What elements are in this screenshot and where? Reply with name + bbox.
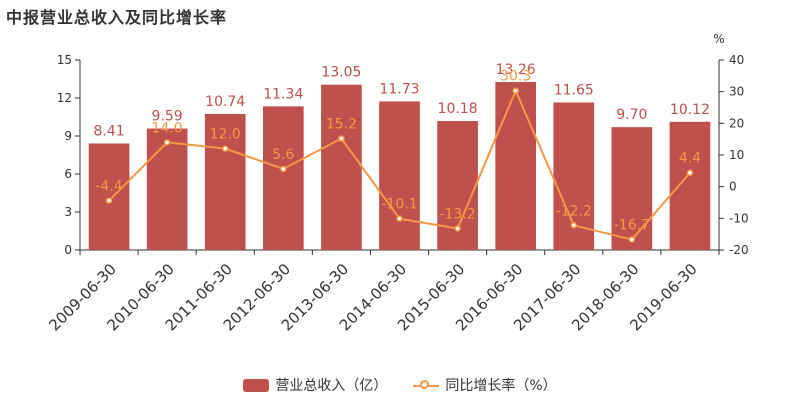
y-left-tick-label: 9 [64,129,72,143]
legend-bar-swatch [243,378,270,392]
bar-value-label: 9.70 [616,107,647,123]
y-right-unit: % [713,32,724,46]
legend: 营业总收入（亿） 同比增长率（%） [0,374,800,396]
bar-value-label: 10.12 [670,102,710,118]
bar [262,106,304,250]
growth-value-label: 15.2 [326,117,357,133]
growth-value-label: 4.4 [679,151,701,167]
y-right-tick-label: 10 [729,148,744,162]
bar [611,127,653,250]
y-left-tick-label: 12 [57,91,72,105]
growth-value-label: -12.2 [556,203,592,219]
bar [204,113,246,251]
growth-point [570,222,578,229]
growth-value-label: -10.1 [381,197,417,213]
chart-title: 中报营业总收入及同比增长率 [6,8,228,27]
y-left-tick-label: 15 [57,53,72,67]
y-left-tick-label: 6 [64,167,72,181]
y-right-tick-label: 30 [729,85,744,99]
y-left-tick-label: 0 [64,243,72,257]
growth-value-label: 5.6 [272,147,294,163]
bar [495,82,537,250]
growth-point [221,145,229,152]
growth-point [396,215,403,222]
bar-value-label: 10.18 [438,101,478,117]
bar-value-label: 10.74 [205,94,245,110]
legend-line-label: 同比增长率（%） [445,378,557,394]
growth-value-label: -16.7 [614,218,650,234]
y-right-tick-label: -20 [729,243,749,257]
growth-point [105,197,113,204]
bar-value-label: 11.34 [263,86,303,102]
growth-point [628,236,636,243]
growth-value-label: -13.2 [439,206,475,222]
legend-bar-label: 营业总收入（亿） [275,378,388,394]
bar [321,84,362,250]
bar-value-label: 8.41 [93,123,124,139]
growth-value-label: 14.0 [152,120,183,136]
growth-value-label: -4.4 [95,179,122,195]
y-right-tick-label: -10 [729,211,749,225]
bar [379,101,420,250]
growth-point [163,139,171,146]
legend-item-growth[interactable]: 同比增长率（%） [413,375,557,395]
bar-value-label: 13.05 [321,65,361,81]
growth-point [512,87,519,94]
bar-value-label: 11.73 [379,81,419,97]
legend-line-swatch [413,379,440,392]
legend-item-revenue[interactable]: 营业总收入（亿） [243,375,387,395]
y-left-tick-label: 3 [64,205,72,219]
bar [669,121,711,251]
growth-point [686,169,694,176]
growth-point [454,225,461,232]
bar-value-label: 9.59 [152,109,183,125]
bar-value-label: 13.26 [496,62,536,78]
y-right-tick-label: 20 [729,116,744,130]
growth-value-label: 12.0 [210,127,241,143]
growth-point [338,135,345,142]
bar [146,128,188,250]
growth-value-label: 30.3 [500,69,531,85]
y-right-tick-label: 40 [729,53,744,67]
growth-point [280,165,287,173]
bar-value-label: 11.65 [554,82,594,98]
bar [88,143,130,250]
y-right-tick-label: 0 [729,180,737,194]
